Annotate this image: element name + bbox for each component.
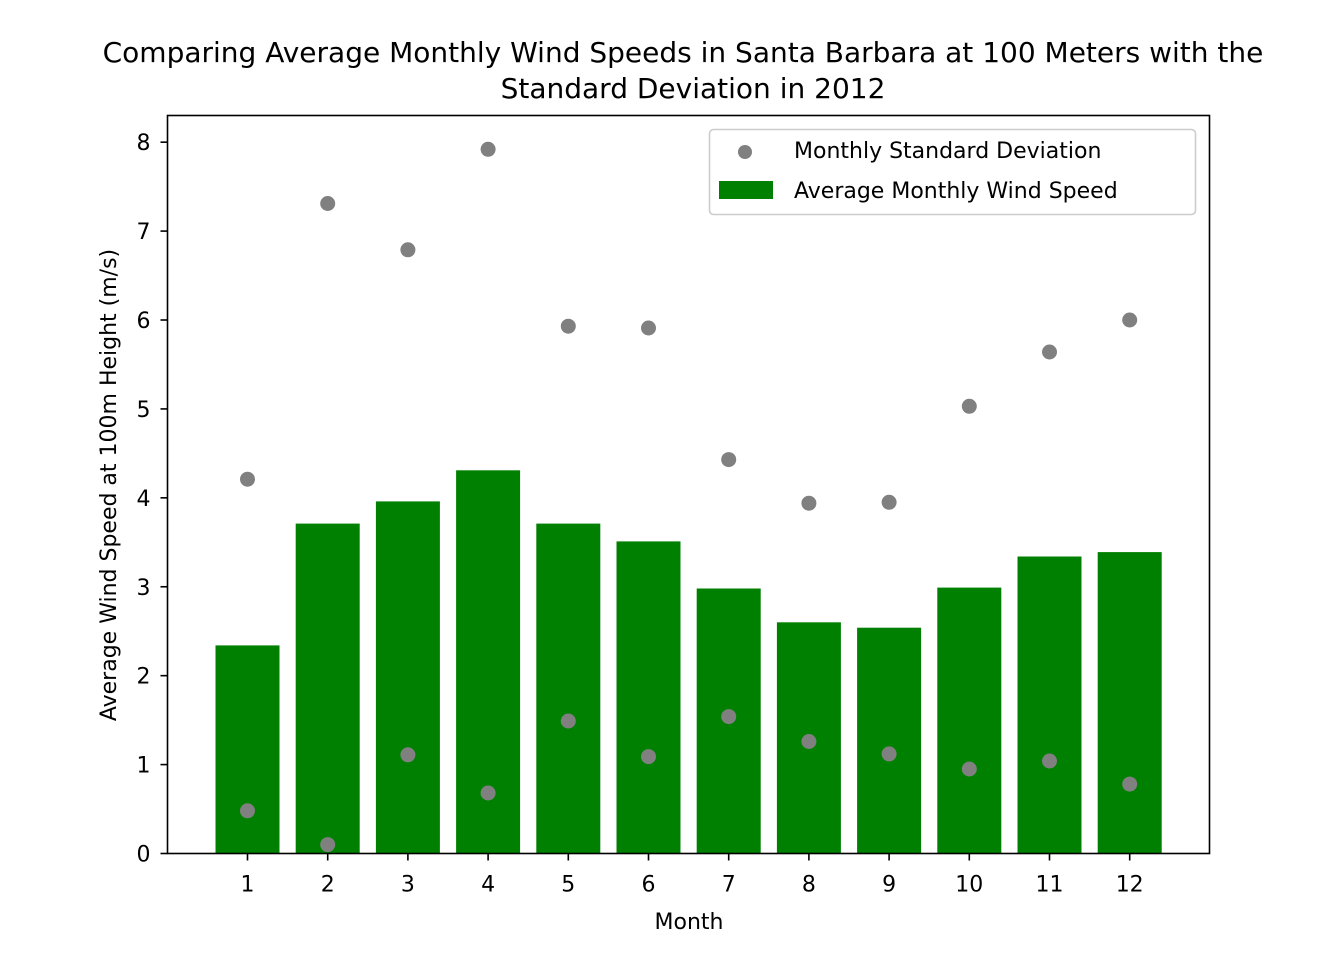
x-tick-label-9: 9 xyxy=(882,873,896,898)
bar-month-9 xyxy=(857,627,922,854)
std-point-21 xyxy=(1042,753,1057,769)
std-point-15 xyxy=(801,734,817,749)
std-point-8 xyxy=(560,318,576,334)
x-tick-label-8: 8 xyxy=(802,873,816,898)
legend-marker-std xyxy=(738,145,752,159)
legend: Monthly Standard Deviation Average Month… xyxy=(708,128,1197,216)
bars-layer xyxy=(215,470,1162,854)
std-point-13 xyxy=(721,709,737,725)
std-point-9 xyxy=(560,713,576,729)
plot-frame xyxy=(166,114,1211,855)
y-ticks: 0 1 2 3 4 5 6 7 8 xyxy=(137,131,168,868)
x-tick-label-6: 6 xyxy=(642,873,656,898)
std-point-3 xyxy=(320,837,336,853)
x-axis-label: Month xyxy=(655,910,724,935)
std-point-22 xyxy=(1122,312,1138,328)
std-point-0 xyxy=(240,471,255,487)
bar-month-2 xyxy=(295,523,360,854)
y-tick-label-5: 5 xyxy=(137,398,151,423)
std-point-1 xyxy=(240,803,255,819)
std-point-20 xyxy=(1042,344,1057,360)
bar-month-12 xyxy=(1097,552,1162,854)
legend-label-std: Monthly Standard Deviation xyxy=(794,139,1101,164)
y-tick-label-0: 0 xyxy=(137,843,151,868)
bar-month-11 xyxy=(1017,556,1082,854)
std-point-23 xyxy=(1122,776,1138,792)
y-tick-label-3: 3 xyxy=(137,576,151,601)
legend-box xyxy=(708,128,1197,216)
std-point-14 xyxy=(801,495,817,511)
std-point-18 xyxy=(961,398,977,414)
x-tick-label-3: 3 xyxy=(401,873,415,898)
x-tick-label-10: 10 xyxy=(955,873,983,898)
chart-title-line2: Standard Deviation in 2012 xyxy=(501,72,886,105)
std-point-2 xyxy=(320,196,336,211)
std-point-17 xyxy=(881,746,897,762)
y-tick-label-2: 2 xyxy=(137,665,151,690)
std-point-10 xyxy=(641,320,656,336)
legend-patch-avg xyxy=(719,181,773,199)
std-point-16 xyxy=(881,494,897,510)
x-tick-label-5: 5 xyxy=(561,873,575,898)
y-tick-label-7: 7 xyxy=(137,220,151,245)
std-point-12 xyxy=(721,452,737,468)
points-layer xyxy=(240,141,1138,853)
y-tick-label-1: 1 xyxy=(137,754,151,779)
std-point-6 xyxy=(480,141,496,157)
y-tick-label-6: 6 xyxy=(137,309,151,334)
chart-title-line1: Comparing Average Monthly Wind Speeds in… xyxy=(103,36,1264,69)
y-tick-label-4: 4 xyxy=(137,487,151,512)
x-tick-label-4: 4 xyxy=(481,873,495,898)
legend-label-avg: Average Monthly Wind Speed xyxy=(794,179,1118,204)
std-point-7 xyxy=(480,785,496,801)
x-ticks: 1 2 3 4 5 6 7 8 9 10 11 12 xyxy=(241,853,1144,898)
x-tick-label-11: 11 xyxy=(1036,873,1064,898)
x-tick-label-12: 12 xyxy=(1116,873,1144,898)
std-point-5 xyxy=(400,747,416,763)
x-tick-label-2: 2 xyxy=(321,873,335,898)
y-axis-label: Average Wind Speed at 100m Height (m/s) xyxy=(97,249,122,721)
bar-month-6 xyxy=(616,541,681,854)
std-point-4 xyxy=(400,242,416,258)
bar-month-1 xyxy=(215,645,280,854)
bar-month-3 xyxy=(375,501,440,854)
x-tick-label-1: 1 xyxy=(241,873,255,898)
y-tick-label-8: 8 xyxy=(137,131,151,156)
std-point-19 xyxy=(961,761,977,777)
std-point-11 xyxy=(641,749,656,765)
x-tick-label-7: 7 xyxy=(722,873,736,898)
bar-month-10 xyxy=(937,587,1002,854)
bar-month-5 xyxy=(536,523,601,854)
